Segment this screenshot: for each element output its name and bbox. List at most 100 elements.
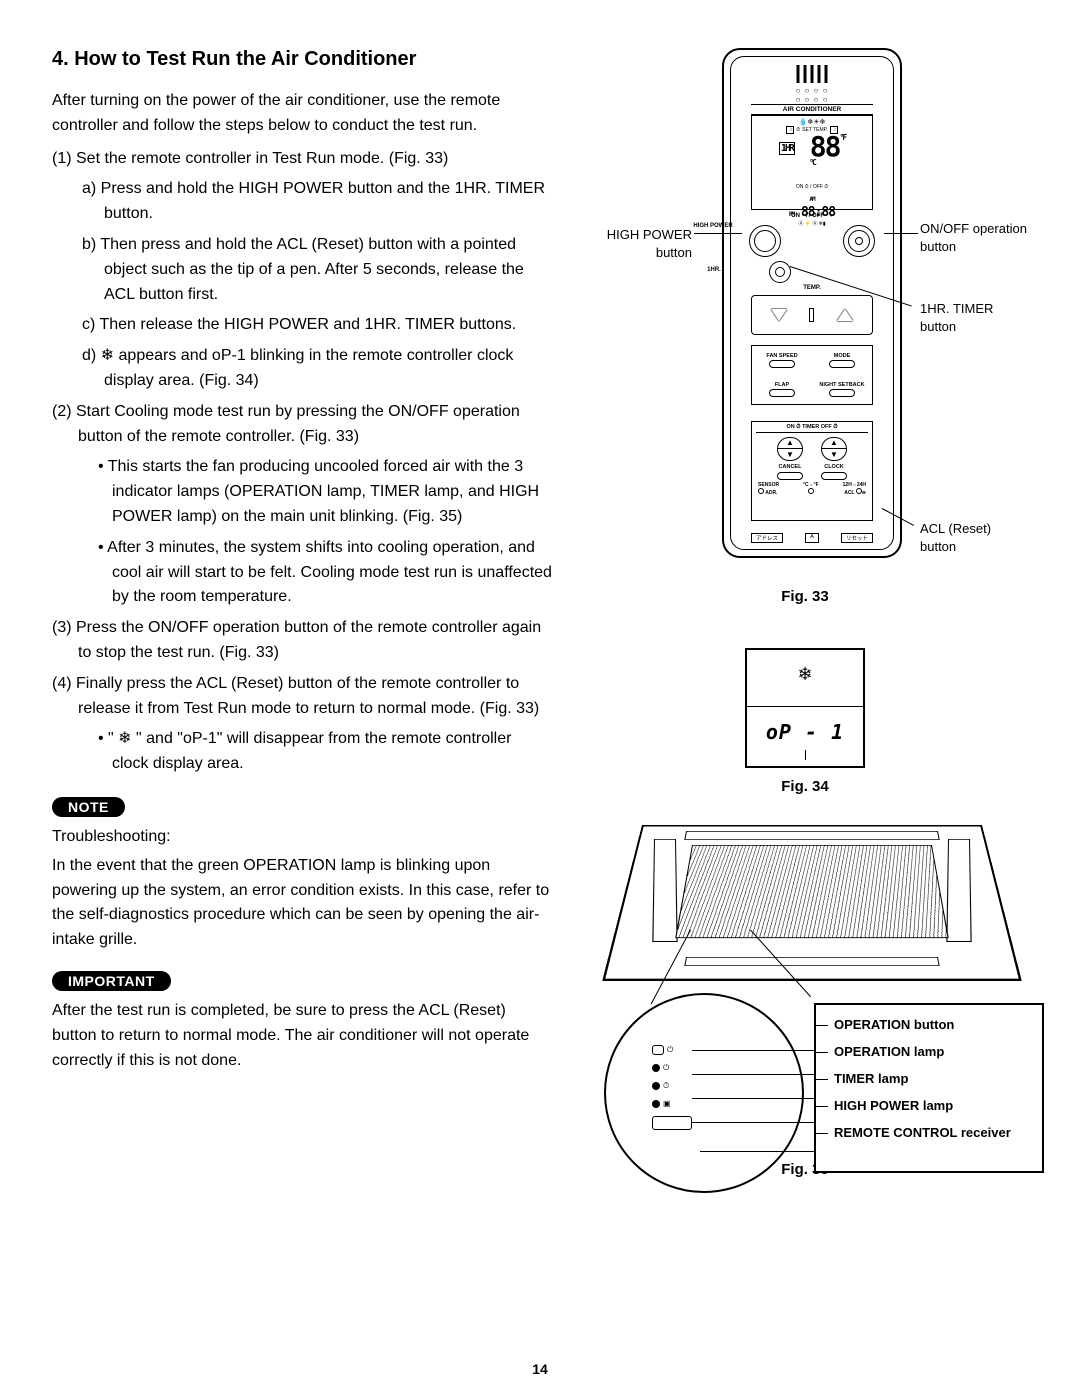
- lcd-main-88: 1HR 88°F°C: [752, 134, 872, 184]
- vent-right: [946, 839, 971, 942]
- zi-op-btn: ⏻: [652, 1045, 692, 1055]
- section-heading: 4. How to Test Run the Air Conditioner: [52, 48, 552, 71]
- timer-panel: ON ⏱ TIMER OFF ⏱ ▲▼ CANCEL ▲▼ CLOCK SENSOR…: [751, 421, 873, 521]
- temp-label: TEMP.: [731, 285, 893, 291]
- fig34-caption: Fig. 34: [582, 778, 1028, 795]
- clock-button[interactable]: [821, 472, 847, 480]
- cancel-label: CANCEL: [768, 464, 812, 470]
- cancel-button[interactable]: [777, 472, 803, 480]
- zoom-inner: ⏻ ⏻ ⏱ ▣: [652, 1045, 692, 1130]
- callout-acl: ACL (Reset) button: [920, 520, 1030, 555]
- flap-button[interactable]: [769, 389, 795, 397]
- ir-emitter-icon: [797, 65, 828, 83]
- page-number: 14: [0, 1361, 1080, 1377]
- ir-dots-icon: ○ ○ ○ ○○ ○ ○ ○: [777, 87, 847, 105]
- step-2: (2) Start Cooling mode test run by press…: [52, 400, 552, 450]
- temp-bar-icon: [809, 308, 814, 322]
- step-1b: b) Then press and hold the ACL (Reset) b…: [52, 233, 552, 307]
- zi-hp-lamp: ▣: [652, 1099, 692, 1108]
- remote-lcd: 💧❄☀❄ ☽⏱SET TEMP.☽ 1HR 88°F°C ON ⏱ / OFF …: [751, 115, 873, 210]
- nightsetback-label: NIGHT SETBACK: [819, 382, 864, 388]
- timer-header: ON ⏱ TIMER OFF ⏱: [756, 422, 868, 433]
- note-heading: Troubleshooting:: [52, 825, 552, 850]
- lead-3: [692, 1098, 814, 1099]
- ceiling-grille: [675, 845, 949, 938]
- high-power-button[interactable]: [749, 225, 781, 257]
- mode-panel: FAN SPEED MODE FLAP NIGHT SETBACK: [751, 345, 873, 405]
- 1hr-timer-button[interactable]: [769, 261, 791, 283]
- acl-pinhole[interactable]: [856, 488, 862, 494]
- temp-down-button[interactable]: [771, 309, 787, 321]
- lead-1: [692, 1050, 814, 1051]
- fig34-op-text: oP - 1: [747, 720, 863, 744]
- hp-lamp-icon: [652, 1100, 660, 1108]
- acl-label: ACL: [844, 490, 854, 496]
- temp-panel: [751, 295, 873, 335]
- bottom-tabs: アドレス A リセット: [751, 533, 873, 543]
- left-column: 4. How to Test Run the Air Conditioner A…: [52, 48, 552, 1208]
- tab-left: アドレス: [751, 533, 783, 543]
- remote-inner: ○ ○ ○ ○○ ○ ○ ○ AIR CONDITIONER 💧❄☀❄ ☽⏱SE…: [730, 56, 894, 550]
- fanspeed-cell: FAN SPEED: [752, 346, 812, 375]
- label-op-button: OPERATION button: [830, 1017, 1034, 1032]
- intro-text: After turning on the power of the air co…: [52, 89, 552, 139]
- fanspeed-label: FAN SPEED: [766, 353, 797, 359]
- tab-right: リセット: [841, 533, 873, 543]
- temp-up-button[interactable]: [837, 309, 853, 321]
- fig34-tick: [805, 750, 806, 760]
- figure-34: ❄ oP - 1 Fig. 34: [582, 648, 1028, 795]
- fig35-label-box: OPERATION button OPERATION lamp TIMER la…: [814, 1003, 1044, 1173]
- vent-top: [684, 831, 939, 840]
- ceiling-unit: [642, 825, 982, 995]
- lead-5: [700, 1151, 814, 1152]
- fig33-caption: Fig. 33: [582, 588, 1028, 605]
- onoff-label: ON · I / OFF · ○: [731, 213, 893, 219]
- timer-lamp-icon: [652, 1082, 660, 1090]
- sensor-pinhole[interactable]: [758, 488, 764, 494]
- step-2-bullet-1: • This starts the fan producing uncooled…: [52, 455, 552, 529]
- lead-2: [692, 1074, 814, 1075]
- timer-on-updown[interactable]: ▲▼: [777, 437, 803, 461]
- note-body: In the event that the green OPERATION la…: [52, 854, 552, 953]
- tab-mid: A: [805, 533, 819, 543]
- right-column: ○ ○ ○ ○○ ○ ○ ○ AIR CONDITIONER 💧❄☀❄ ☽⏱SE…: [582, 48, 1028, 1208]
- adr-label: ADR.: [765, 490, 777, 496]
- flap-cell: FLAP: [752, 375, 812, 404]
- 1hr-label: 1HR.: [683, 267, 745, 273]
- label-hp-lamp: HIGH POWER lamp: [830, 1098, 1034, 1113]
- hp-button-label: HIGH POWER: [683, 223, 743, 229]
- nightsetback-button[interactable]: [829, 389, 855, 397]
- figure-35: ⏻ ⏻ ⏱ ▣ OPERATION button OPERATION lamp …: [582, 825, 1028, 1165]
- important-pill: IMPORTANT: [52, 971, 171, 991]
- op-button-icon: [652, 1045, 664, 1055]
- remote-title: AIR CONDITIONER: [751, 104, 873, 115]
- step-3: (3) Press the ON/OFF operation button of…: [52, 616, 552, 666]
- fig34-divider: [747, 706, 863, 707]
- rc-receiver-icon: [652, 1116, 692, 1130]
- important-body: After the test run is completed, be sure…: [52, 999, 552, 1073]
- callout-1hr: 1HR. TIMER button: [920, 300, 1030, 335]
- cf-pinhole[interactable]: [808, 488, 814, 494]
- step-2-bullet-2: • After 3 minutes, the system shifts int…: [52, 536, 552, 610]
- op-lamp-icon: [652, 1064, 660, 1072]
- callout-onoff: ON/OFF operation button: [920, 220, 1030, 255]
- label-timer-lamp: TIMER lamp: [830, 1071, 1034, 1086]
- mode-button[interactable]: [829, 360, 855, 368]
- label-rc-receiver: REMOTE CONTROL receiver: [830, 1125, 1034, 1140]
- lead-4: [692, 1122, 814, 1123]
- onoff-button[interactable]: [843, 225, 875, 257]
- nightsetback-cell: NIGHT SETBACK: [812, 375, 872, 404]
- step-4: (4) Finally press the ACL (Reset) button…: [52, 672, 552, 722]
- snowflake-icon: ❄: [747, 664, 863, 685]
- clock-label: CLOCK: [812, 464, 856, 470]
- mode-label: MODE: [834, 353, 851, 359]
- callout-high-power: HIGH POWER button: [582, 226, 692, 261]
- sensor-row: SENSOR °C⇔°F 12H⇔24H: [752, 480, 872, 488]
- flap-label: FLAP: [775, 382, 789, 388]
- timer-off-updown[interactable]: ▲▼: [821, 437, 847, 461]
- step-1: (1) Set the remote controller in Test Ru…: [52, 147, 552, 172]
- step-4-bullet-1: • " ❄ " and "oP-1" will disappear from t…: [52, 727, 552, 777]
- note-pill: NOTE: [52, 797, 125, 817]
- fanspeed-button[interactable]: [769, 360, 795, 368]
- lcd-mode-icons: 💧❄☀❄: [752, 116, 872, 126]
